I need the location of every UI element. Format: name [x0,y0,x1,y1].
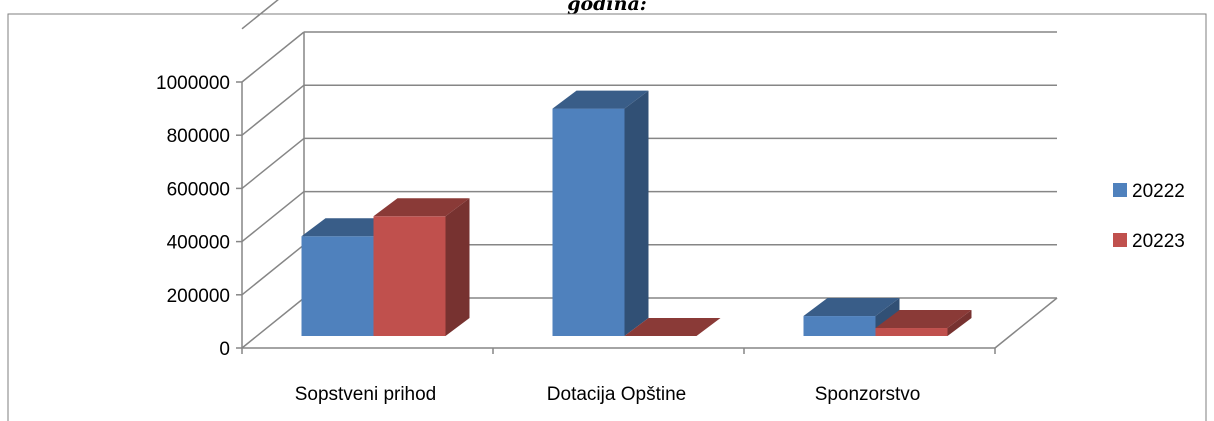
legend-item: 20222 [1113,181,1185,202]
bar-front-face [301,236,374,336]
gridline-diagonal [241,191,305,243]
bar-0-1 [373,198,470,336]
gridline-diagonal [241,137,305,189]
legend-item: 20223 [1113,231,1185,252]
bar-1-0 [552,90,649,336]
bars [301,90,972,336]
legend-label: 20222 [1132,181,1185,202]
gridline-diagonal [241,0,279,30]
y-axis-tick-labels: 0 200000 400000 600000 800000 1000000 [156,73,230,360]
legend-label: 20223 [1132,231,1185,252]
chart-border [7,13,1207,421]
gridline-diagonal [241,297,305,349]
bar-2-1 [875,310,972,336]
y-tick-label: 1000000 [156,73,230,94]
bar-1-1 [624,318,721,336]
floor-right-edge [994,297,1058,349]
x-category-label: Sopstveni prihod [295,384,437,405]
legend-swatch [1113,183,1127,197]
x-category-label: Dotacija Opštine [547,384,686,405]
x-category-label: Sponzorstvo [815,384,921,405]
gridline-diagonal [241,244,305,296]
bar-front-face [803,316,876,336]
bar-top-face [624,318,721,336]
bar-side-face [947,310,972,336]
bar-top-face [373,198,470,217]
y-tick-label: 800000 [167,126,230,147]
bar-front-face [552,108,625,336]
y-tick-label: 0 [219,339,230,360]
bar-front-face [373,216,446,336]
legend-swatch [1113,233,1127,247]
gridline-diagonal [241,84,305,136]
bar-2-0 [803,298,900,336]
bar-side-face [445,198,470,336]
y-tick-label: 600000 [167,179,230,200]
bar-front-face [875,328,948,336]
bar-top-face [552,90,649,109]
gridline-diagonal [241,31,305,83]
legend: 20222 20223 [1113,181,1185,252]
y-tick-label: 400000 [167,233,230,254]
y-tick-label: 200000 [167,286,230,307]
bar-top-face [875,310,972,329]
chart-title: godina: [567,0,647,15]
bar-side-face [624,90,649,336]
axes [236,81,996,354]
x-axis-category-labels: Sopstveni prihod Dotacija Opštine Sponzors… [295,384,921,405]
bar-top-face [803,298,900,317]
